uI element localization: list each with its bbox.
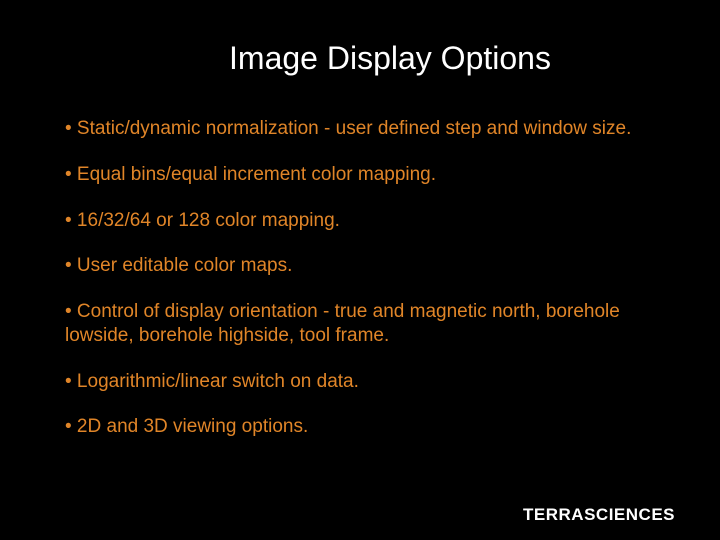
bullet-item: • Equal bins/equal increment color mappi… <box>65 163 670 187</box>
footer-brand: TERRASCIENCES <box>523 505 675 525</box>
slide-title: Image Display Options <box>110 40 670 77</box>
bullet-item: • Logarithmic/linear switch on data. <box>65 370 670 394</box>
bullet-item: • 16/32/64 or 128 color mapping. <box>65 209 670 233</box>
bullet-item: • User editable color maps. <box>65 254 670 278</box>
bullet-item: • Static/dynamic normalization - user de… <box>65 117 670 141</box>
bullet-list: • Static/dynamic normalization - user de… <box>50 117 670 439</box>
bullet-item: • Control of display orientation - true … <box>65 300 670 348</box>
bullet-item: • 2D and 3D viewing options. <box>65 415 670 439</box>
slide-container: Image Display Options • Static/dynamic n… <box>0 0 720 540</box>
